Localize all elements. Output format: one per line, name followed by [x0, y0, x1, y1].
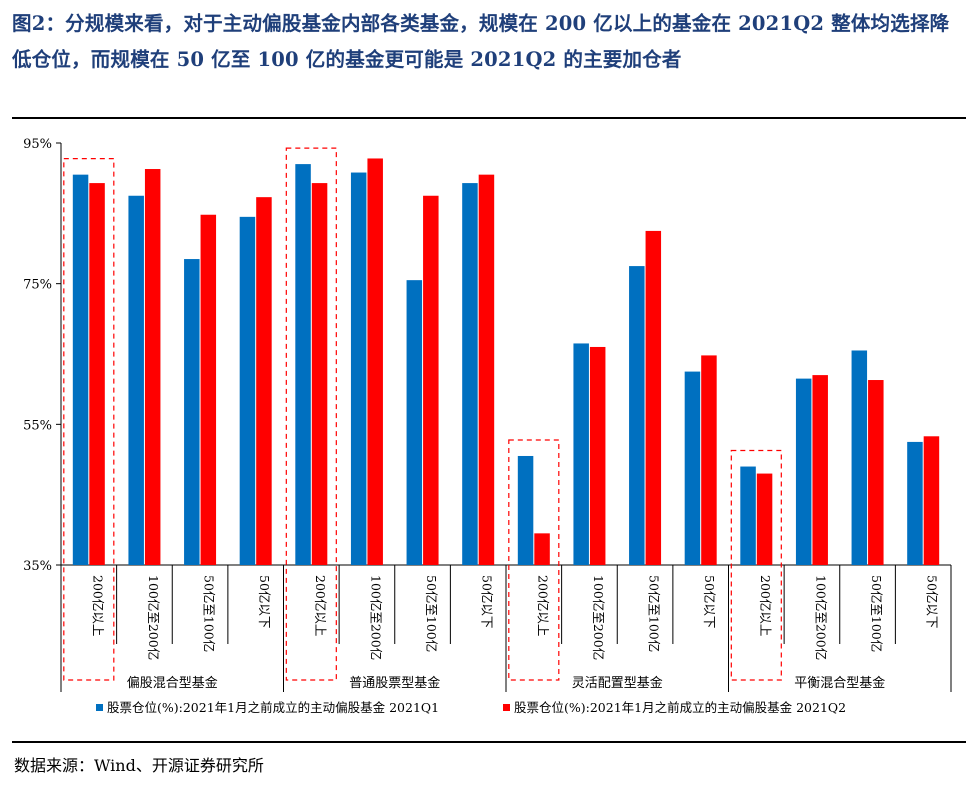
group-label: 平衡混合型基金 [794, 675, 885, 691]
category-label: 200亿以上 [313, 575, 328, 636]
bar-q1 [629, 266, 645, 565]
legend-label: 股票仓位(%):2021年1月之前成立的主动偏股基金 2021Q2 [514, 700, 846, 715]
legend-swatch [503, 704, 510, 711]
bar-q1 [350, 172, 367, 565]
bar-q1 [851, 350, 868, 565]
bar-q2 [868, 380, 884, 565]
y-tick-label: 55% [23, 418, 52, 433]
bar-q2 [645, 230, 662, 565]
group-label: 灵活配置型基金 [572, 675, 663, 691]
bar-q2 [311, 183, 328, 565]
bar-q1 [517, 455, 534, 565]
legend-label: 股票仓位(%):2021年1月之前成立的主动偏股基金 2021Q1 [107, 700, 439, 715]
bar-q2 [423, 195, 439, 565]
bar-q2 [756, 473, 773, 565]
bar-q1 [72, 174, 89, 565]
bar-q1 [573, 343, 589, 565]
category-label: 50亿以下 [257, 575, 272, 628]
category-label: 50亿以下 [925, 575, 940, 628]
y-tick-label: 95% [23, 137, 52, 152]
title-rule [12, 117, 966, 119]
highlight-box [63, 158, 115, 681]
bar-q1 [128, 195, 144, 565]
category-label: 200亿以上 [758, 575, 773, 636]
category-label: 200亿以上 [535, 575, 550, 636]
bar-q2 [701, 355, 717, 565]
bar-q2 [812, 375, 828, 565]
bar-q2 [478, 174, 495, 565]
bar-q1 [795, 378, 812, 565]
bar-q1 [239, 216, 256, 565]
group-label: 偏股混合型基金 [127, 675, 218, 691]
bar-q1 [740, 466, 756, 565]
bar-q2 [923, 436, 940, 565]
category-label: 50亿至100亿 [647, 575, 662, 652]
group-label: 普通股票型基金 [349, 675, 440, 691]
category-label: 50亿以下 [480, 575, 495, 628]
highlight-box [508, 439, 560, 681]
source-rule [12, 741, 966, 743]
category-label: 100亿至200亿 [368, 575, 383, 660]
category-label: 100亿至200亿 [591, 575, 606, 660]
bar-q1 [684, 371, 701, 565]
bar-q1 [184, 259, 200, 565]
bar-q2 [367, 158, 383, 565]
legend-swatch [96, 704, 103, 711]
bar-q2 [589, 346, 606, 565]
category-label: 50亿至100亿 [202, 575, 217, 652]
category-label: 100亿至200亿 [146, 575, 161, 660]
bar-q1 [295, 164, 311, 565]
bar-q1 [462, 183, 478, 565]
y-tick-label: 75% [23, 278, 52, 293]
category-label: 100亿至200亿 [813, 575, 828, 660]
figure-title: 图2：分规模来看，对于主动偏股基金内部各类基金，规模在 200 亿以上的基金在 … [12, 12, 950, 71]
bar-q1 [406, 280, 423, 565]
bar-q2 [144, 169, 161, 566]
stock-position-bar-chart: 35% 55% 75% 95% 200亿以上 100亿至200亿 50亿至100亿 50亿以下… [23, 137, 952, 715]
y-tick-label: 35% [23, 559, 52, 574]
category-label: 50亿至100亿 [424, 575, 439, 652]
bar-q1 [907, 441, 923, 565]
bar-q2 [89, 183, 105, 565]
bar-q2 [256, 197, 272, 565]
plot-area: 35% 55% 75% 95% 200亿以上 100亿至200亿 50亿至100亿 50亿以下… [23, 137, 952, 715]
highlight-box [730, 449, 782, 681]
source-note: 数据来源：Wind、开源证券研究所 [14, 756, 264, 775]
bar-q2 [200, 214, 217, 565]
bar-q2 [534, 533, 550, 565]
category-label: 50亿至100亿 [869, 575, 884, 652]
category-label: 200亿以上 [90, 575, 105, 636]
highlight-box [285, 147, 337, 681]
category-label: 50亿以下 [702, 575, 717, 628]
